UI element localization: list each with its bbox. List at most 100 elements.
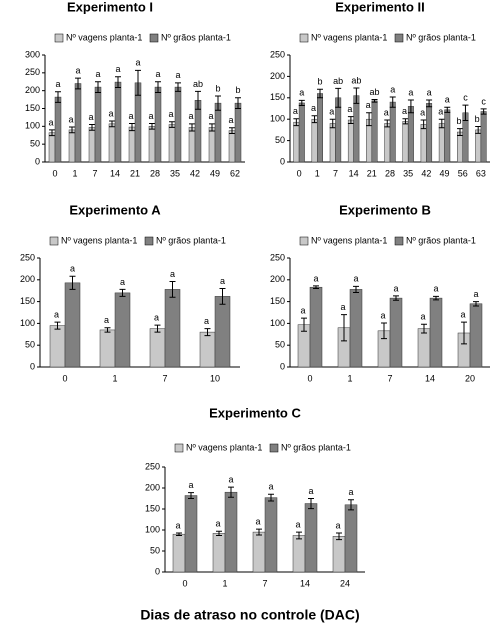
legend-label: Nº grãos planta-1 [161,32,231,42]
x-tick-label: 7 [333,168,338,178]
error-bar [366,112,373,127]
significance-label: a [335,520,340,530]
significance-label: a [420,107,425,117]
significance-label: a [393,283,398,293]
significance-label: a [460,309,465,319]
significance-label: a [55,79,60,89]
significance-label: a [70,264,75,274]
y-tick-label: 250 [145,461,160,471]
error-bar [457,128,463,136]
significance-label: a [473,289,478,299]
significance-label: c [463,92,468,102]
error-bar [475,125,482,134]
error-bar [341,314,347,342]
error-bar [402,118,409,125]
bar [438,123,445,163]
significance-label: a [433,284,438,294]
x-tick-label: 1 [112,373,117,383]
error-bar [371,99,378,103]
bar [212,533,226,573]
bar [371,100,378,163]
legend-swatch [49,236,59,246]
bar [475,129,482,163]
y-tick-label: 300 [25,49,40,59]
significance-label: a [75,66,80,76]
error-bar [149,122,155,130]
y-tick-label: 250 [25,67,40,77]
significance-label: b [317,77,322,87]
x-tick-label: 35 [403,168,413,178]
bar [317,93,323,163]
significance-label: a [311,103,316,113]
significance-label: a [438,107,443,117]
bar [444,109,451,163]
legend-swatch [269,443,279,453]
error-bar [235,97,241,109]
error-bar [135,69,141,96]
error-bar [348,499,354,511]
error-bar [296,531,302,540]
bar [420,124,427,163]
error-bar [129,122,135,132]
error-bar [188,492,194,499]
y-tick-label: 100 [145,524,160,534]
x-tick-label: 14 [425,373,435,383]
y-tick-label: 0 [280,156,285,166]
error-bar [311,115,318,124]
error-bar [49,129,55,137]
bar [172,533,186,573]
significance-label: a [366,100,371,110]
legend-swatch [149,33,159,43]
bar [199,331,216,368]
legend-swatch [174,443,184,453]
legend-label: Nº grãos planta-1 [406,32,476,42]
significance-label: a [427,87,432,97]
x-tick-label: 7 [262,578,267,588]
significance-label: a [115,64,120,74]
error-bar [389,96,396,108]
legend-swatch [54,33,64,43]
error-bar [69,275,76,290]
bar [54,96,62,163]
x-tick-label: 42 [421,168,431,178]
error-bar [462,104,469,121]
error-bar [154,324,161,333]
significance-label: a [148,111,153,121]
y-tick-label: 0 [280,361,285,371]
x-tick-label: 20 [465,373,475,383]
significance-label: a [390,84,395,94]
y-tick-label: 150 [20,296,35,306]
error-bar [189,123,195,132]
bar [214,296,231,368]
significance-label: a [108,108,113,118]
significance-label: a [170,269,175,279]
error-bar [293,118,300,127]
error-bar [55,91,61,103]
significance-label: a [54,309,59,319]
bar [329,123,336,163]
x-tick-label: 10 [210,373,220,383]
bar [228,130,236,163]
significance-label: a [188,480,193,490]
bar [298,102,305,163]
y-tick-label: 50 [150,545,160,555]
legend-label: Nº grãos planta-1 [156,235,226,245]
x-tick-label: 0 [52,168,57,178]
y-tick-label: 200 [270,274,285,284]
bar [88,127,96,163]
bar [188,127,196,163]
significance-label: ab [193,79,203,89]
significance-label: a [208,111,213,121]
y-tick-label: 0 [155,566,160,576]
legend-swatch [394,236,404,246]
significance-label: a [204,316,209,326]
bar [469,303,483,368]
bar [68,129,76,163]
x-tick-label: 63 [476,168,486,178]
error-bar [407,99,414,114]
bar [407,106,414,163]
significance-label: a [168,109,173,119]
x-tick-label: 49 [440,168,450,178]
significance-label: a [268,482,273,492]
